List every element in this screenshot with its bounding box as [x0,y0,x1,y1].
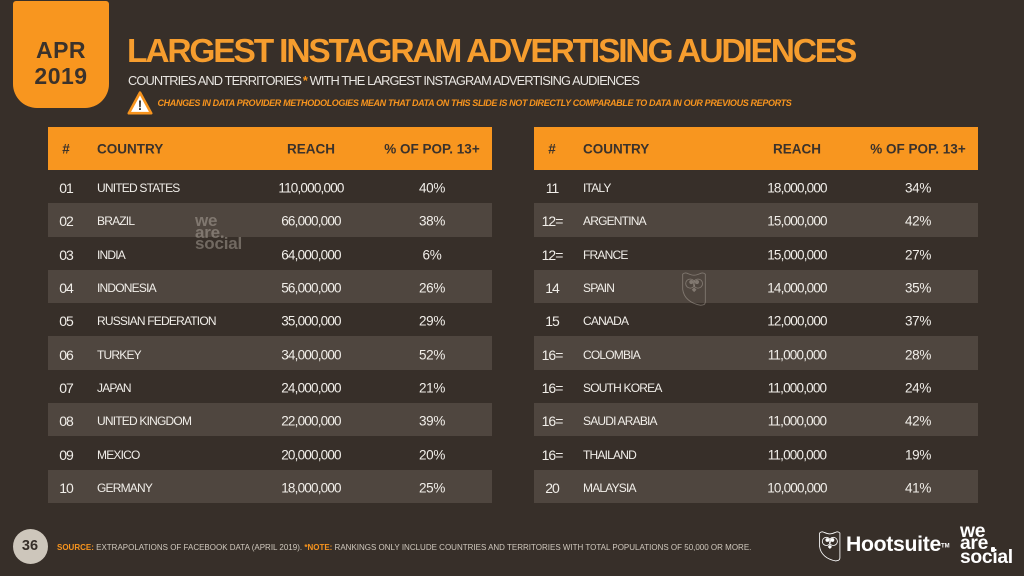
svg-text:!: ! [138,98,143,113]
